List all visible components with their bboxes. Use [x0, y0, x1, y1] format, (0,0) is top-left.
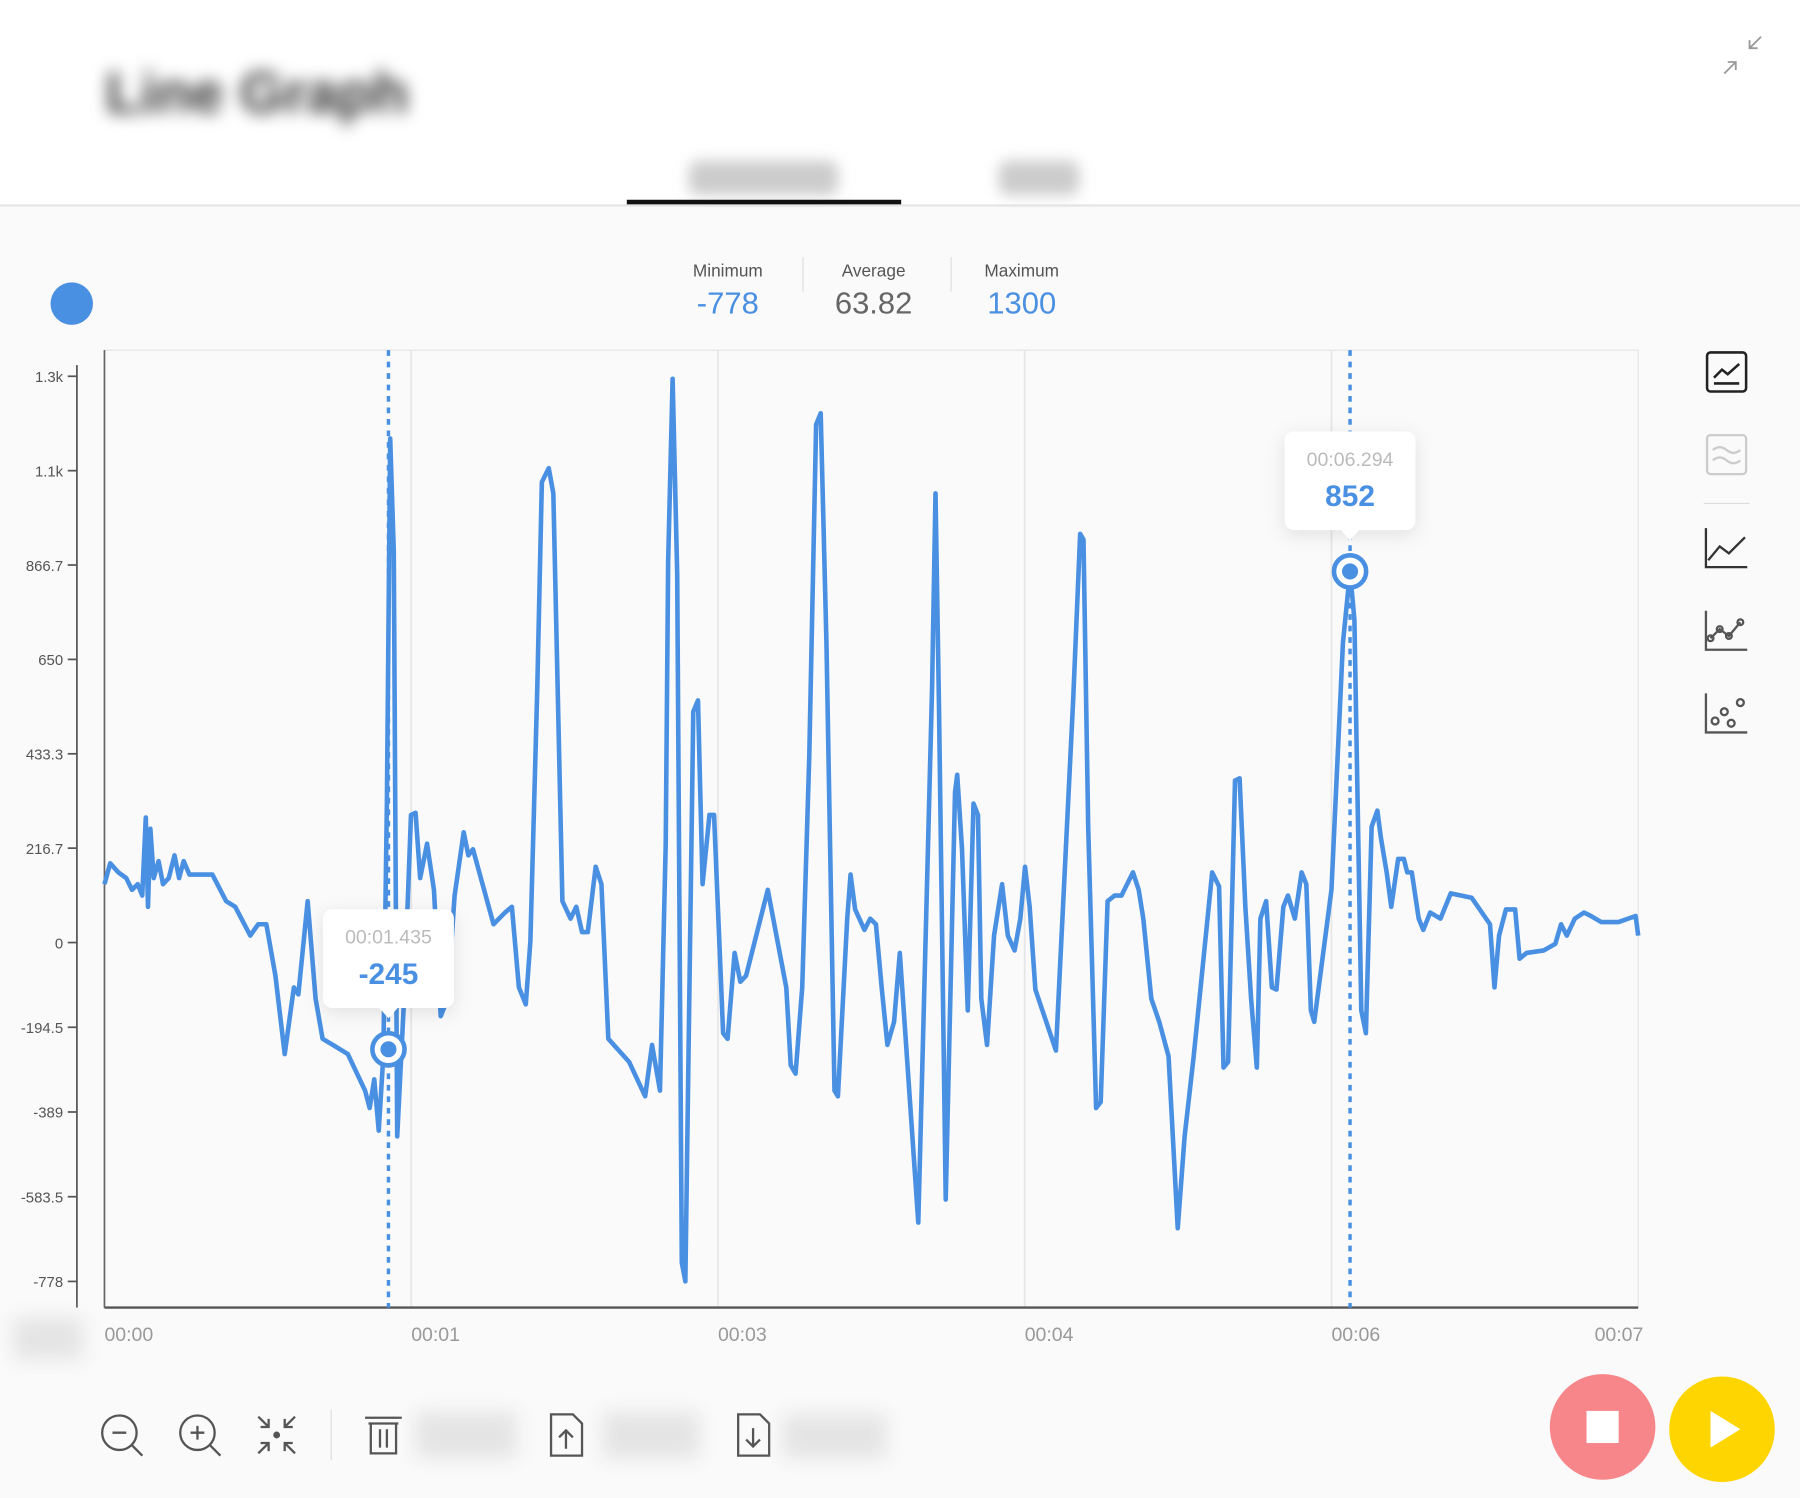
x-tick-label: 00:03: [718, 1324, 767, 1346]
tooltip: 00:01.435 -245: [323, 909, 454, 1019]
download-file-icon[interactable]: [728, 1410, 779, 1461]
divider: [950, 257, 952, 292]
tooltip-time: 00:06.294: [1307, 449, 1394, 471]
stat-average: Average 63.82: [805, 262, 943, 322]
divider: [1703, 502, 1750, 504]
fit-view-icon[interactable]: [251, 1410, 302, 1461]
active-tab-indicator: [626, 199, 902, 205]
x-tick-label: 00:07: [1595, 1324, 1644, 1346]
x-tick-label: 00:04: [1025, 1324, 1074, 1346]
line-points-chart-icon[interactable]: [1704, 608, 1750, 654]
cursor-marker-dot: [1342, 563, 1359, 580]
stat-value: 63.82: [834, 285, 913, 321]
page-title: Line Graph: [105, 60, 409, 126]
tooltip-value: 852: [1325, 480, 1375, 513]
play-button[interactable]: [1669, 1376, 1775, 1483]
y-tick-label: 0: [55, 935, 63, 952]
x-axis-unit-label: [13, 1317, 83, 1360]
y-tick-label: 1.1k: [35, 463, 64, 480]
line-chart-box-icon[interactable]: [1704, 349, 1750, 395]
data-series-line: [102, 376, 1641, 1284]
stat-label: Minimum: [692, 261, 763, 282]
y-tick-label: -194.5: [21, 1020, 63, 1037]
stat-value: 1300: [987, 285, 1057, 321]
play-icon: [1710, 1410, 1741, 1448]
series-legend-dot[interactable]: [50, 282, 93, 325]
tooltip-box: [1284, 431, 1416, 531]
scatter-chart-icon[interactable]: [1704, 691, 1750, 737]
upload-label[interactable]: [602, 1412, 700, 1458]
divider: [330, 1409, 332, 1461]
line-chart-icon[interactable]: [1704, 526, 1750, 572]
stop-icon: [1586, 1410, 1619, 1444]
y-tick-label: -389: [33, 1105, 63, 1122]
stat-maximum: Maximum 1300: [953, 262, 1091, 322]
stat-value: -778: [696, 285, 759, 321]
collapse-arrows-icon[interactable]: [1722, 34, 1763, 75]
y-tick-label: 216.7: [26, 841, 63, 858]
tooltip-arrow: [379, 1007, 398, 1019]
y-tick-label: 866.7: [26, 558, 63, 575]
tooltip-arrow: [1340, 530, 1360, 541]
cursor-marker-dot: [380, 1041, 397, 1058]
download-label[interactable]: [782, 1414, 887, 1458]
zoom-out-icon[interactable]: [96, 1410, 147, 1461]
upload-file-icon[interactable]: [541, 1410, 592, 1461]
x-tick-label: 00:06: [1331, 1324, 1380, 1346]
tab-secondary[interactable]: [998, 160, 1080, 196]
y-tick-label: 433.3: [26, 747, 63, 764]
zoom-in-icon[interactable]: [174, 1410, 225, 1461]
header: Line Graph: [0, 0, 1800, 207]
tooltip-value: -245: [359, 958, 419, 991]
trash-icon[interactable]: [358, 1410, 409, 1461]
stat-minimum: Minimum -778: [659, 262, 797, 322]
stat-label: Average: [841, 261, 906, 282]
tab-active[interactable]: [688, 160, 839, 196]
x-tick-label: 00:01: [411, 1324, 460, 1346]
x-tick-label: 00:00: [104, 1324, 153, 1346]
y-tick-label: -583.5: [21, 1189, 63, 1206]
delete-label[interactable]: [415, 1412, 517, 1458]
area-wave-chart-icon[interactable]: [1704, 432, 1750, 478]
tooltip: 00:06.294 852: [1284, 431, 1416, 541]
divider: [802, 257, 804, 292]
tooltip-box: [323, 909, 454, 1008]
stop-button[interactable]: [1549, 1374, 1656, 1480]
y-tick-label: -778: [33, 1274, 63, 1291]
stat-label: Maximum: [984, 261, 1060, 282]
y-tick-label: 650: [38, 652, 63, 669]
tooltip-time: 00:01.435: [345, 927, 432, 949]
y-tick-label: 1.3k: [35, 369, 64, 386]
